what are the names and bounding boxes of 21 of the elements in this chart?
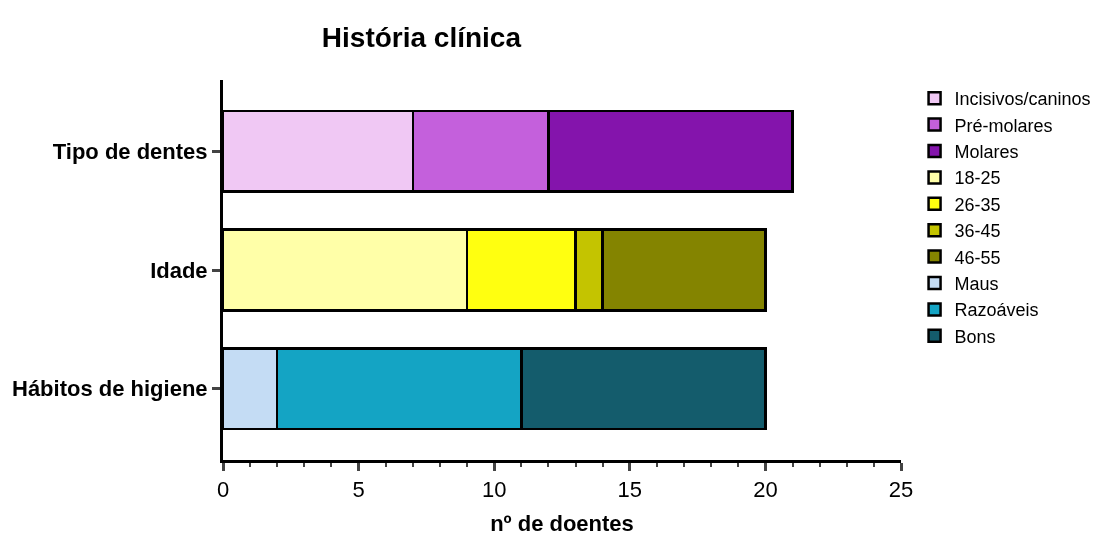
legend-label: Razoáveis <box>954 300 1039 321</box>
x-tick-label: 15 <box>617 477 643 503</box>
x-axis-title: nº de doentes <box>490 511 634 537</box>
chart-title: História clínica <box>321 21 522 53</box>
legend-label: 46-55 <box>954 247 1001 268</box>
legend-label: Molares <box>954 142 1019 163</box>
y-tick-label: Idade <box>150 257 208 283</box>
legend-label: 36-45 <box>954 221 1001 242</box>
y-tick-label: Tipo de dentes <box>52 138 208 164</box>
legend-label: Maus <box>954 274 999 295</box>
legend-label: 26-35 <box>954 194 1001 215</box>
x-tick-label: 5 <box>352 477 365 503</box>
legend-label: 18-25 <box>954 168 1001 189</box>
y-tick-label: Hábitos de higiene <box>12 376 208 402</box>
legend-label: Incisivos/caninos <box>954 89 1091 110</box>
x-tick-label: 20 <box>753 477 778 503</box>
x-tick-label: 10 <box>481 477 507 503</box>
x-tick-label: 0 <box>216 477 230 503</box>
x-tick-label: 25 <box>888 477 914 503</box>
legend-label: Pré-molares <box>954 115 1053 136</box>
legend-label: Bons <box>954 326 996 347</box>
